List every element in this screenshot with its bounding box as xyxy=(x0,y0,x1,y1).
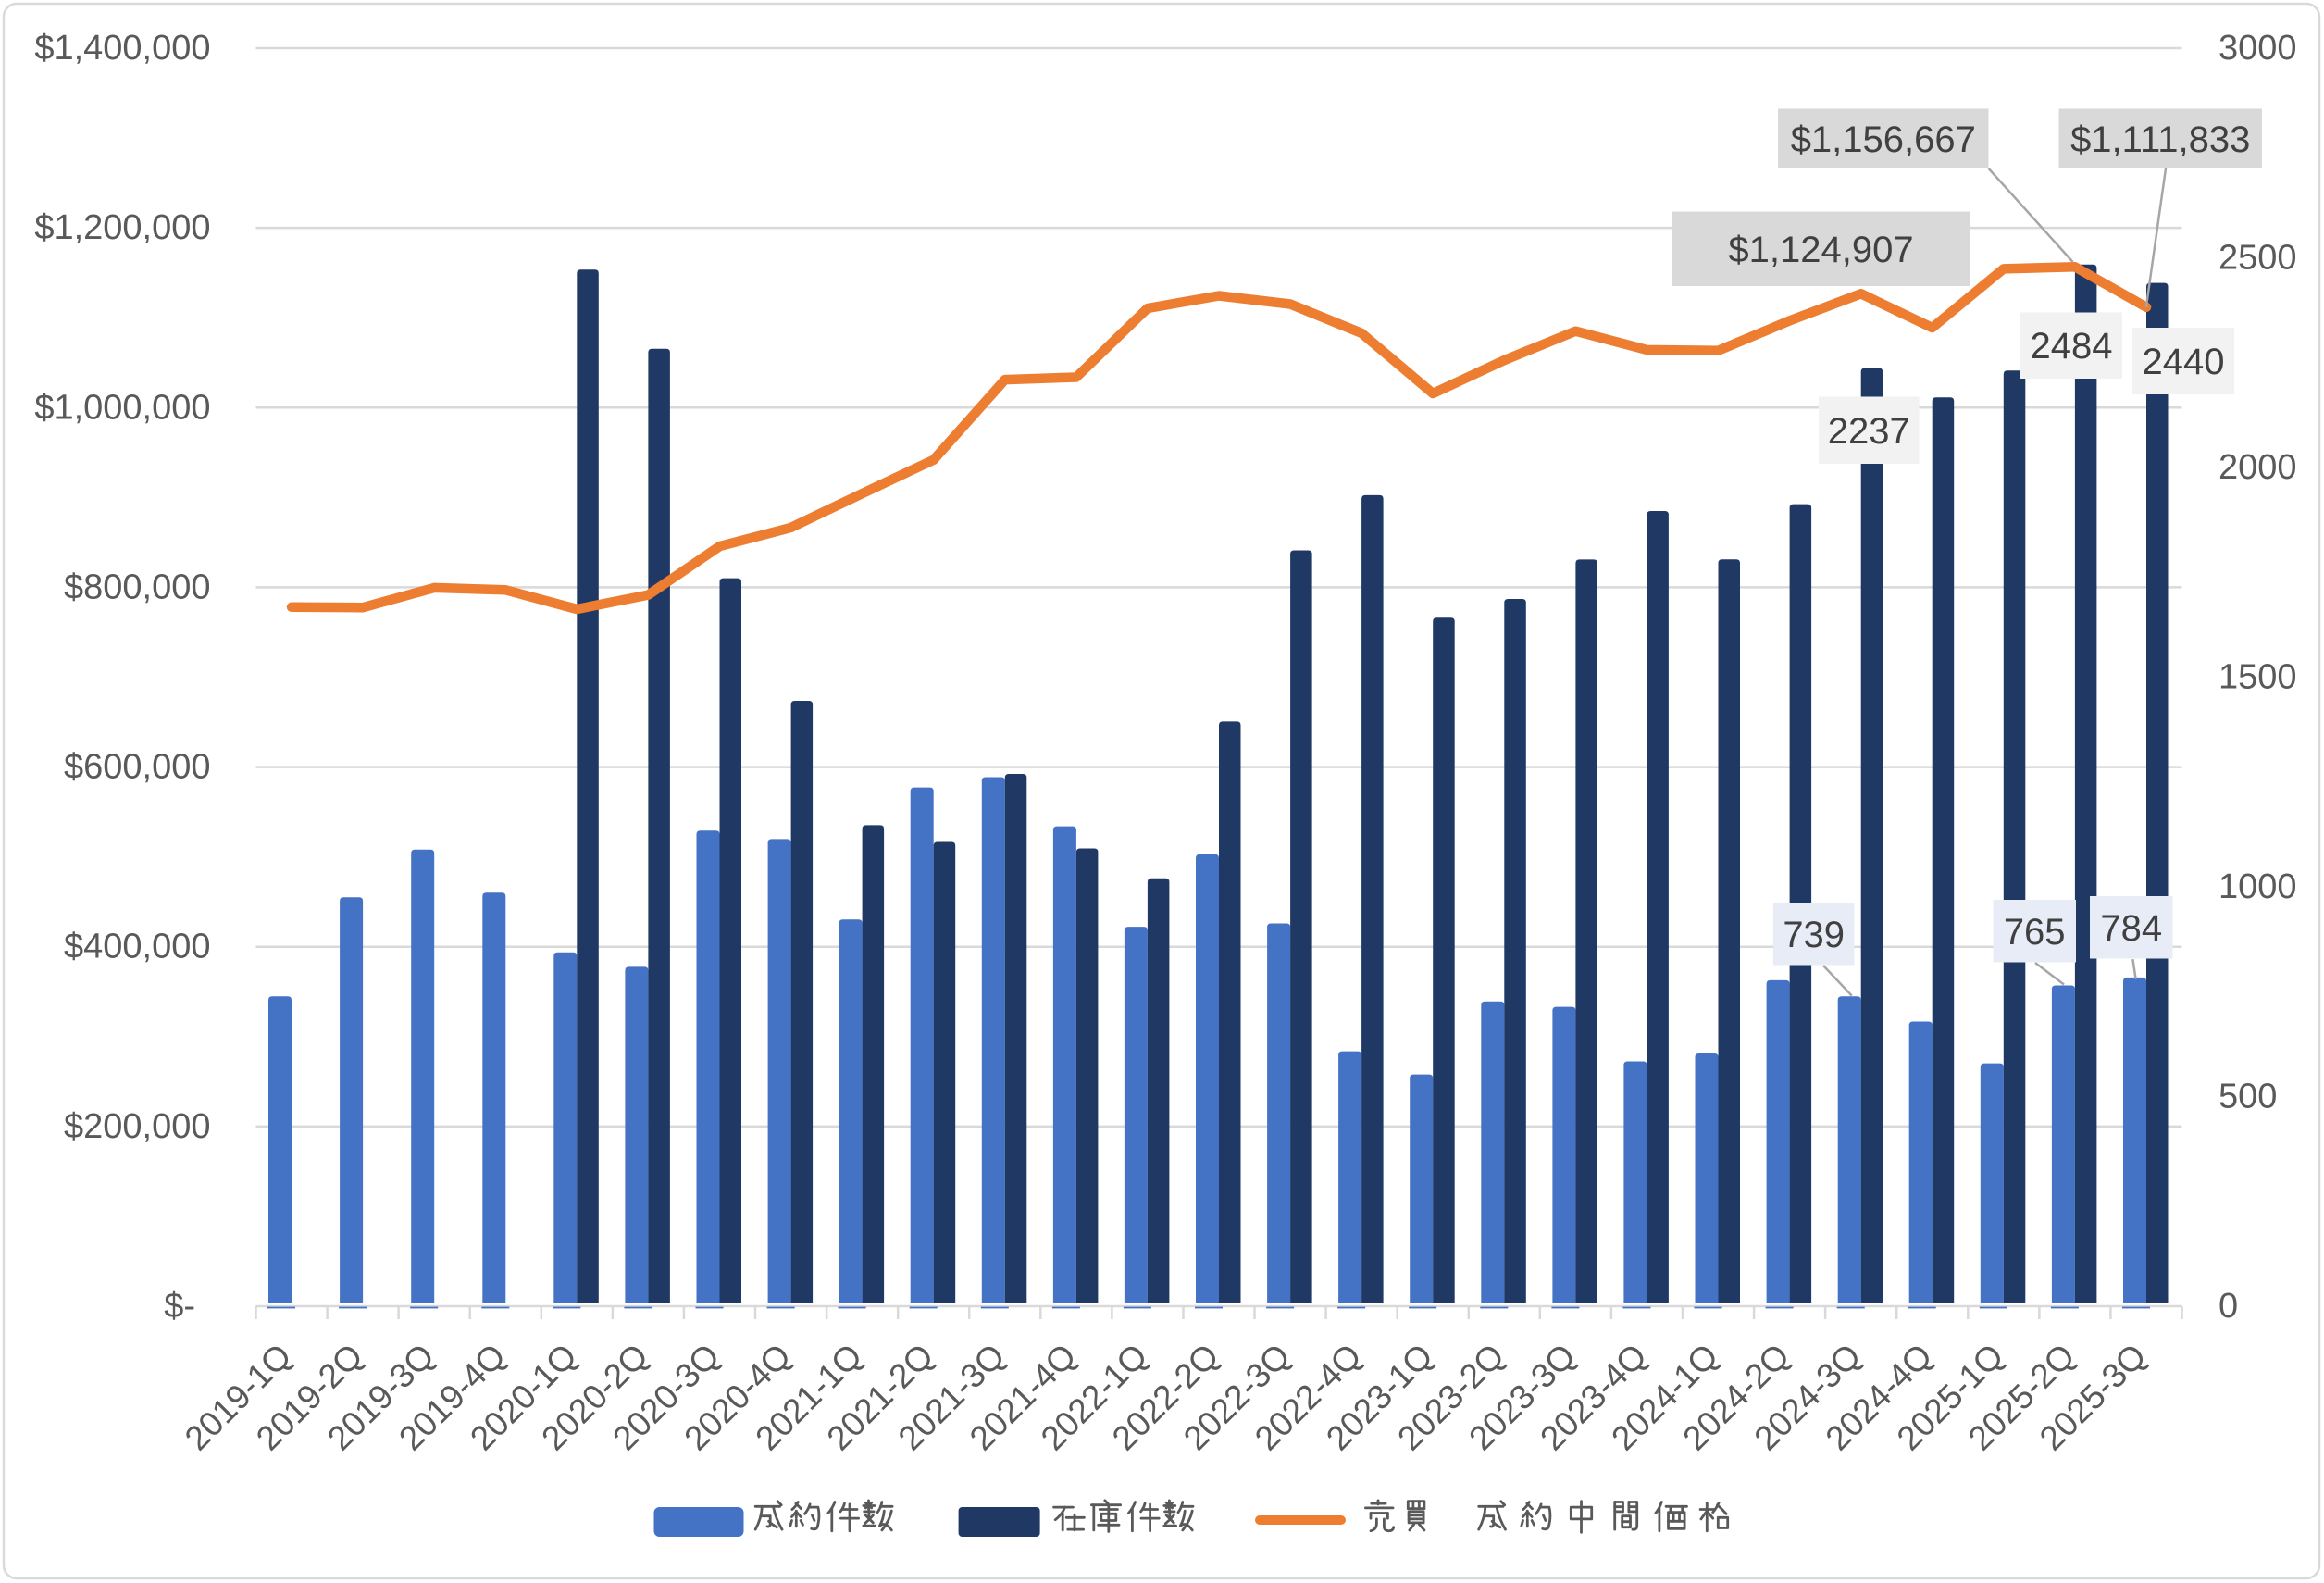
svg-text:765: 765 xyxy=(2004,912,2066,953)
svg-text:2237: 2237 xyxy=(1828,411,1910,452)
svg-text:$1,124,907: $1,124,907 xyxy=(1728,230,1913,270)
svg-text:500: 500 xyxy=(2218,1078,2277,1116)
svg-text:$400,000: $400,000 xyxy=(64,928,211,966)
svg-text:$800,000: $800,000 xyxy=(64,567,211,606)
svg-text:1500: 1500 xyxy=(2218,658,2297,697)
svg-text:1000: 1000 xyxy=(2218,867,2297,906)
svg-text:739: 739 xyxy=(1783,915,1845,955)
svg-text:$1,000,000: $1,000,000 xyxy=(34,388,210,427)
svg-text:$200,000: $200,000 xyxy=(64,1107,211,1146)
svg-text:$1,111,833: $1,111,833 xyxy=(2070,119,2250,160)
svg-text:$1,400,000: $1,400,000 xyxy=(34,29,210,68)
svg-text:$1,200,000: $1,200,000 xyxy=(34,208,210,247)
svg-text:2500: 2500 xyxy=(2218,239,2297,278)
svg-text:$-: $- xyxy=(164,1287,195,1326)
svg-text:2440: 2440 xyxy=(2143,342,2225,382)
svg-text:2484: 2484 xyxy=(2031,326,2113,367)
svg-text:784: 784 xyxy=(2100,908,2162,949)
svg-text:0: 0 xyxy=(2218,1287,2238,1326)
svg-text:2000: 2000 xyxy=(2218,448,2297,487)
svg-text:$1,156,667: $1,156,667 xyxy=(1791,119,1976,160)
svg-text:$600,000: $600,000 xyxy=(64,748,211,787)
svg-text:3000: 3000 xyxy=(2218,29,2297,68)
